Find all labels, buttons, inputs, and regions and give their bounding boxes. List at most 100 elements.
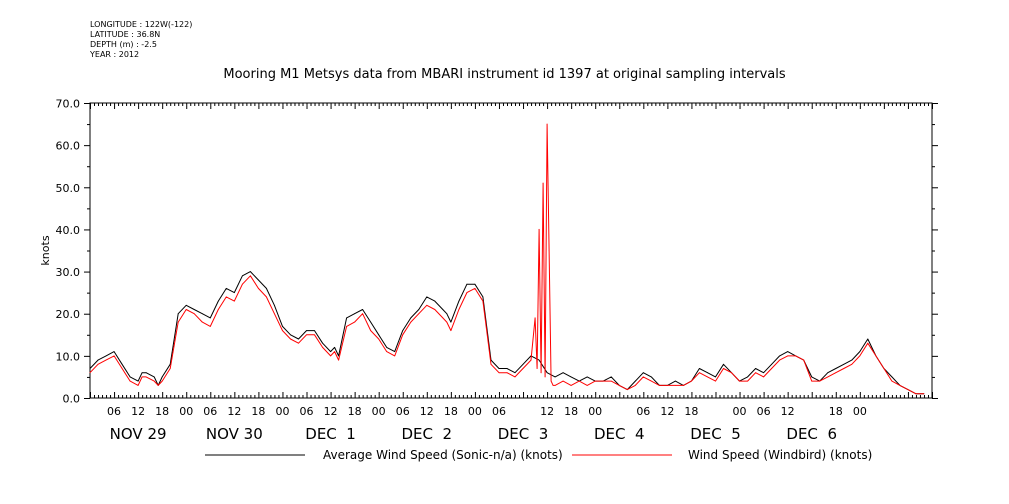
x-hour-label: 12 bbox=[781, 405, 795, 418]
x-hour-label: 12 bbox=[660, 405, 674, 418]
point-windbird bbox=[330, 355, 331, 357]
point-average bbox=[330, 351, 331, 352]
point-windbird bbox=[562, 380, 564, 382]
point-windbird bbox=[707, 376, 708, 378]
point-windbird bbox=[763, 376, 764, 378]
point-average bbox=[586, 376, 588, 378]
point-windbird bbox=[322, 347, 323, 348]
point-windbird bbox=[89, 372, 91, 374]
point-average bbox=[474, 283, 476, 285]
point-average bbox=[747, 376, 748, 378]
point-windbird bbox=[843, 368, 845, 369]
point-windbird bbox=[923, 393, 925, 395]
point-windbird bbox=[490, 363, 492, 365]
point-average bbox=[699, 368, 700, 369]
point-windbird bbox=[458, 309, 460, 310]
x-hour-label: 18 bbox=[348, 405, 362, 418]
point-windbird bbox=[691, 380, 692, 382]
point-average bbox=[434, 300, 436, 302]
point-windbird bbox=[386, 351, 388, 352]
point-average bbox=[642, 372, 644, 374]
point-windbird bbox=[362, 313, 363, 315]
y-tick-label: 0.0 bbox=[63, 393, 81, 406]
x-hour-label: 06 bbox=[300, 405, 314, 418]
point-windbird bbox=[795, 355, 797, 357]
point-windbird bbox=[550, 380, 552, 382]
point-windbird bbox=[426, 304, 428, 306]
point-windbird bbox=[739, 380, 740, 382]
point-windbird bbox=[242, 283, 243, 285]
point-windbird bbox=[915, 393, 917, 395]
point-average bbox=[89, 368, 91, 369]
point-average bbox=[394, 351, 396, 352]
point-average bbox=[378, 334, 380, 336]
x-day-label: DEC 4 bbox=[594, 425, 645, 443]
x-hour-label: 00 bbox=[588, 405, 602, 418]
station-metadata: LONGITUDE : 122W(-122) LATITUDE : 36.8N … bbox=[90, 20, 192, 60]
x-hour-label: 12 bbox=[540, 405, 554, 418]
point-average bbox=[322, 342, 323, 344]
point-average bbox=[185, 304, 187, 306]
point-windbird bbox=[530, 359, 532, 361]
point-average bbox=[201, 313, 203, 315]
y-tick-label: 60.0 bbox=[56, 140, 81, 153]
x-hour-label: 12 bbox=[324, 405, 338, 418]
y-axis-label: knots bbox=[39, 235, 52, 265]
point-average bbox=[562, 372, 564, 374]
x-hour-label: 18 bbox=[444, 405, 458, 418]
y-tick-label: 70.0 bbox=[56, 98, 81, 111]
point-average bbox=[634, 380, 636, 382]
point-windbird bbox=[536, 368, 538, 369]
point-average bbox=[891, 376, 893, 378]
x-hour-label: 18 bbox=[829, 405, 843, 418]
point-windbird bbox=[141, 376, 143, 378]
point-average bbox=[418, 309, 420, 310]
point-average bbox=[546, 372, 548, 374]
y-tick-label: 10.0 bbox=[56, 350, 81, 363]
point-average bbox=[97, 359, 99, 361]
point-windbird bbox=[675, 385, 676, 386]
point-average bbox=[610, 376, 612, 378]
point-windbird bbox=[683, 385, 684, 386]
point-windbird bbox=[137, 385, 139, 386]
point-average bbox=[843, 363, 845, 365]
point-windbird bbox=[819, 380, 821, 382]
point-average bbox=[450, 321, 452, 323]
point-windbird bbox=[542, 182, 544, 184]
point-windbird bbox=[787, 355, 789, 357]
point-windbird bbox=[859, 355, 861, 357]
point-windbird bbox=[185, 309, 187, 310]
axes: 0.0 10.0 20.0 30.0 40.0 50.0 60.0 70.0 06 12 18 00 0… bbox=[56, 98, 938, 443]
point-average bbox=[867, 338, 869, 340]
point-average bbox=[498, 368, 500, 369]
point-windbird bbox=[626, 389, 628, 390]
point-average bbox=[137, 380, 139, 382]
point-windbird bbox=[161, 380, 163, 382]
point-average bbox=[466, 283, 468, 285]
point-average bbox=[554, 376, 556, 378]
point-average bbox=[282, 326, 283, 327]
point-windbird bbox=[554, 385, 556, 386]
point-average bbox=[209, 317, 211, 319]
point-windbird bbox=[747, 380, 748, 382]
depth-text: DEPTH (m) : -2.5 bbox=[90, 40, 157, 49]
point-windbird bbox=[634, 385, 636, 386]
latitude-text: LATITUDE : 36.8N bbox=[90, 30, 161, 39]
point-windbird bbox=[258, 288, 259, 289]
y-tick-label: 40.0 bbox=[56, 224, 81, 237]
point-windbird bbox=[410, 321, 412, 323]
point-average bbox=[346, 317, 347, 319]
point-average bbox=[242, 275, 243, 277]
point-average bbox=[250, 271, 251, 272]
point-windbird bbox=[827, 376, 829, 378]
point-windbird bbox=[811, 380, 813, 382]
legend-label-windbird: Wind Speed (Windbird) (knots) bbox=[688, 448, 872, 462]
point-average bbox=[779, 355, 780, 357]
point-average bbox=[233, 292, 235, 293]
point-windbird bbox=[442, 317, 444, 319]
point-average bbox=[506, 368, 508, 369]
point-windbird bbox=[506, 372, 508, 374]
point-windbird bbox=[546, 123, 548, 125]
point-windbird bbox=[394, 355, 396, 357]
point-average bbox=[314, 330, 315, 331]
